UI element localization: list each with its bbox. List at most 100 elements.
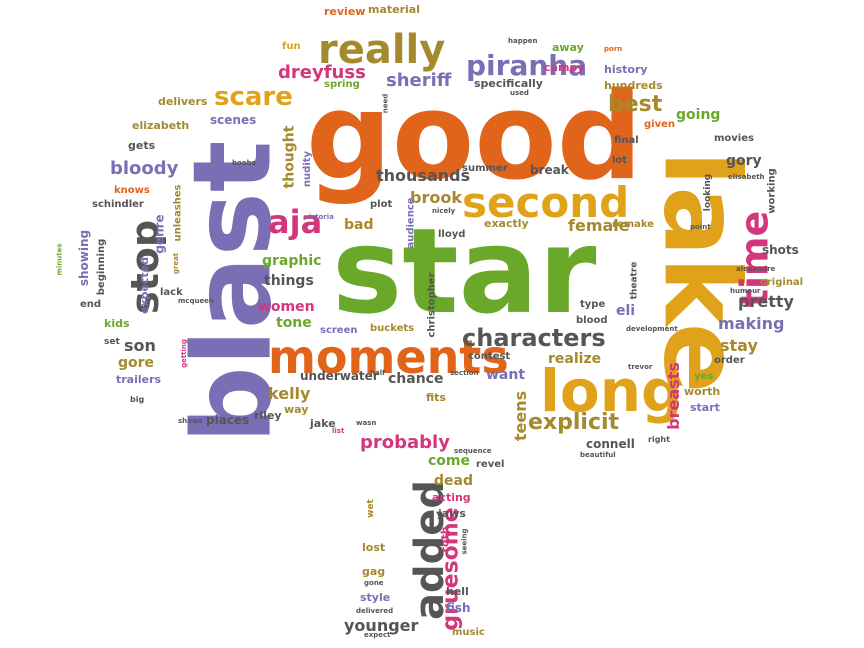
word: realize <box>548 351 602 367</box>
word: delivered <box>356 607 394 615</box>
word: victoria <box>304 213 334 221</box>
word: women <box>258 299 315 315</box>
word: elizabeth <box>132 119 190 132</box>
word: gag <box>362 565 386 578</box>
word: star <box>332 202 597 340</box>
word: humour <box>730 287 761 295</box>
word: need <box>381 93 390 114</box>
word: break <box>530 163 569 177</box>
word: making <box>718 314 785 333</box>
word: worth <box>684 385 721 398</box>
word: delivers <box>158 95 208 108</box>
word: going <box>676 107 721 123</box>
word: gone <box>364 579 384 587</box>
word: riley <box>254 409 282 422</box>
word: long <box>540 357 683 425</box>
word: contest <box>468 351 511 362</box>
word: lloyd <box>438 229 466 240</box>
word: screen <box>320 325 358 336</box>
word: wasn <box>356 419 377 427</box>
word: second <box>462 178 630 227</box>
word: thousands <box>376 166 471 185</box>
word: chance <box>388 371 444 387</box>
word: revel <box>476 459 505 470</box>
word: beginning <box>96 238 108 296</box>
word: development <box>626 325 678 333</box>
word: really <box>318 27 446 73</box>
word: expected <box>138 256 152 315</box>
word: fish <box>446 601 471 615</box>
word: fun <box>282 41 301 52</box>
word: lost <box>362 541 386 554</box>
word: working <box>766 168 778 214</box>
word: start <box>690 401 720 414</box>
word: gory <box>726 153 762 169</box>
word: mcqueen <box>178 297 214 305</box>
word: exactly <box>484 217 529 230</box>
word: eli <box>616 303 636 319</box>
word: dead <box>434 473 473 489</box>
word: type <box>580 299 606 310</box>
word: list <box>332 427 345 435</box>
word: things <box>264 273 314 289</box>
word: genre <box>152 214 167 254</box>
word: connell <box>586 437 635 451</box>
word: characters <box>462 324 606 352</box>
word: blood <box>576 315 608 326</box>
word: want <box>486 367 526 383</box>
word: given <box>644 119 676 130</box>
word: away <box>552 41 584 54</box>
word: scare <box>214 82 293 112</box>
word: section <box>450 369 479 377</box>
word: best <box>608 92 663 117</box>
word: shows <box>178 417 203 425</box>
word: point <box>690 223 711 231</box>
word: sheriff <box>386 70 452 91</box>
word: come <box>428 453 470 469</box>
word: way <box>284 403 309 416</box>
word: yes <box>694 371 714 382</box>
word: jake <box>310 417 336 430</box>
word: breasts <box>663 362 683 430</box>
word: theatre <box>629 261 640 300</box>
word: good <box>306 68 643 207</box>
word: showing <box>77 229 92 287</box>
word: half <box>370 369 386 377</box>
word: nudity <box>302 150 314 188</box>
word: looking <box>703 173 714 212</box>
word: places <box>206 413 250 427</box>
word: tone <box>276 315 312 331</box>
word: minutes <box>55 243 64 276</box>
word: expect <box>364 631 391 639</box>
word: material <box>368 3 420 16</box>
word: hundreds <box>604 79 663 92</box>
word: nicely <box>432 207 456 215</box>
word: music <box>452 627 485 638</box>
word: christopher <box>426 272 438 338</box>
word: shots <box>762 243 799 257</box>
word: sequence <box>454 447 492 455</box>
word: acting <box>432 491 471 504</box>
word: review <box>324 5 366 18</box>
word: underwater <box>300 369 379 383</box>
word: lot <box>612 155 628 166</box>
word: dreyfuss <box>278 62 366 83</box>
word: used <box>510 89 529 97</box>
word: end <box>80 299 102 310</box>
word: getting <box>179 339 188 368</box>
word: piranha <box>466 49 588 82</box>
word: buckets <box>370 323 415 334</box>
word: porn <box>604 45 623 53</box>
word: remake <box>612 219 655 230</box>
word: trailers <box>116 373 162 386</box>
word: kids <box>104 317 130 330</box>
word: campy <box>544 61 585 74</box>
word: knows <box>114 185 150 196</box>
word: unleashes <box>172 184 184 242</box>
word: plot <box>370 199 393 210</box>
word: scenes <box>210 113 257 127</box>
word: probably <box>360 432 450 453</box>
word: big <box>130 395 145 404</box>
word: thought <box>281 125 298 189</box>
